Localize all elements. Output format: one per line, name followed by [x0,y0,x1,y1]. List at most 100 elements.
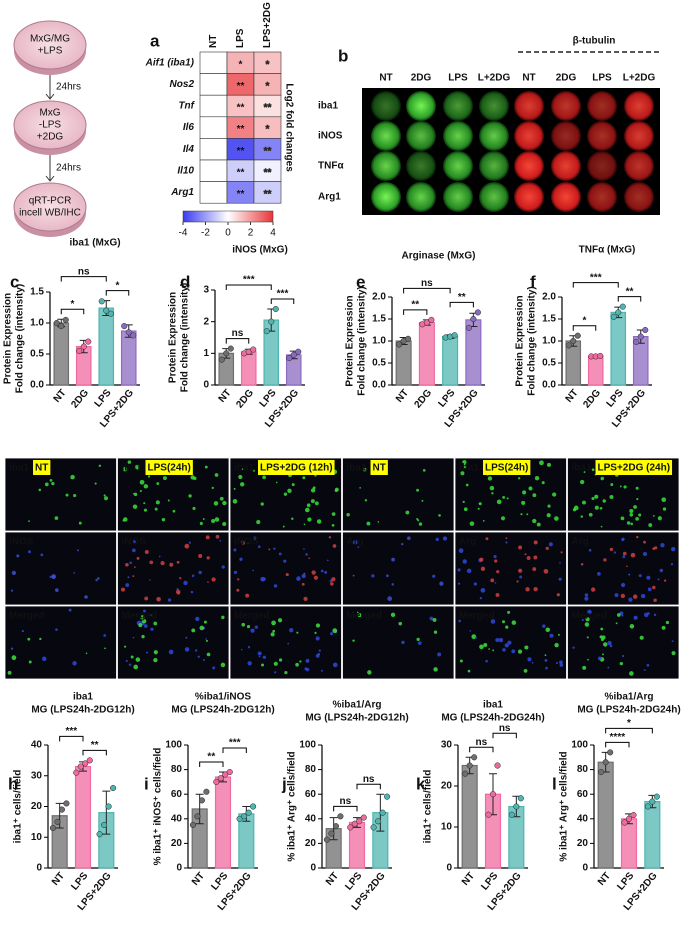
micrograph [342,457,455,532]
data-point [213,778,220,785]
cell-speckle [534,476,540,481]
cell-speckle [291,517,294,521]
cell-speckle [636,498,639,501]
cell-speckle [39,637,42,641]
bar [620,818,638,869]
data-point [517,795,524,802]
blot-row-label: iba1 [318,101,338,112]
data-point [103,307,110,314]
y-tick-label: 2 [203,316,209,327]
data-point [101,821,108,829]
cell-speckle [482,519,485,522]
arrow-label: 24hrs [56,82,81,93]
cell-speckle [588,548,592,552]
cell-speckle [326,559,329,562]
cell-speckle [352,539,358,545]
cell-speckle [206,556,210,560]
y-axis-label: % iba1⁺ Arg⁺ cells/field [559,751,570,861]
bar [120,330,137,386]
blot-row-label: TNFα [318,161,344,172]
cell-speckle [663,579,667,582]
cell-speckle [671,651,676,656]
cell-speckle [11,570,17,576]
data-point [465,324,472,331]
cell-speckle [268,548,271,551]
cell-speckle [519,575,523,579]
significance: ns [339,796,351,807]
blot-col-label: NT [379,73,392,84]
arrow-head [45,175,55,182]
significance: ** [411,300,419,311]
cell-speckle [153,621,158,626]
y-tick-label: 10 [31,832,43,843]
cell-speckle [652,585,656,590]
cell-speckle [156,482,160,485]
y-tick-label: 40 [171,813,183,824]
data-point [625,815,633,822]
cell-speckle [191,574,195,578]
heatmap-cell [199,116,228,139]
cell-speckle [469,521,475,526]
significance: ** [237,124,245,135]
blot-row-label: Arg1 [318,192,341,203]
cell-speckle [168,649,174,655]
cell-speckle [357,546,360,549]
significance: * [71,299,75,310]
y-tick-label: 10 [441,822,453,833]
data-point [565,342,572,349]
cell-speckle [620,582,626,588]
cell-speckle [548,542,553,547]
cell-speckle [628,573,631,576]
cell-speckle [144,549,149,554]
cell-speckle [130,655,134,659]
cell-speckle [320,669,323,672]
y-tick-label: 60 [171,789,183,800]
cell-speckle [487,476,493,481]
data-point [633,338,640,345]
y-axis-label: % iba1⁺ iNOS⁺ cells/field [153,748,164,866]
cell-speckle [28,660,32,664]
cell-speckle [528,486,533,491]
cell-speckle [462,559,467,564]
chart-title: Arginase (MxG) [402,251,476,262]
cell-speckle [282,525,285,528]
cell-speckle [442,536,448,541]
well [551,91,581,121]
cell-speckle [491,492,494,495]
y-tick-label: 20 [31,801,43,812]
cell-speckle [303,596,308,602]
cell-speckle [652,515,655,517]
cell-speckle [190,590,194,594]
cell-speckle [153,657,158,663]
x-tick-label: NT [217,388,234,405]
well [371,151,401,181]
cell-speckle [545,627,551,633]
cell-speckle [247,542,249,545]
data-point [375,818,382,825]
heatmap-cell [199,181,228,204]
bar [587,355,604,386]
cell-speckle [479,644,484,650]
significance-bracket [449,301,474,308]
cell-speckle [633,505,637,509]
cell-speckle [296,631,299,634]
y-tick-label: 100 [571,740,588,751]
stain-label: iba1 [122,463,142,474]
cell-speckle [636,535,639,539]
stain-label: Merged [234,611,270,622]
condition-tag [483,460,531,475]
cell-speckle [480,587,486,593]
cell-speckle [653,613,657,617]
cell-speckle [586,636,589,639]
cell-speckle [555,661,559,664]
panel-letter: e [356,272,365,291]
cell-speckle [125,659,128,663]
cell-speckle [301,582,305,586]
cell-speckle [582,500,586,505]
cell-speckle [629,624,635,629]
cell-speckle [258,655,261,658]
cell-speckle [334,488,338,493]
data-point [347,824,354,831]
cell-speckle [28,520,30,522]
cell-speckle [262,655,267,659]
